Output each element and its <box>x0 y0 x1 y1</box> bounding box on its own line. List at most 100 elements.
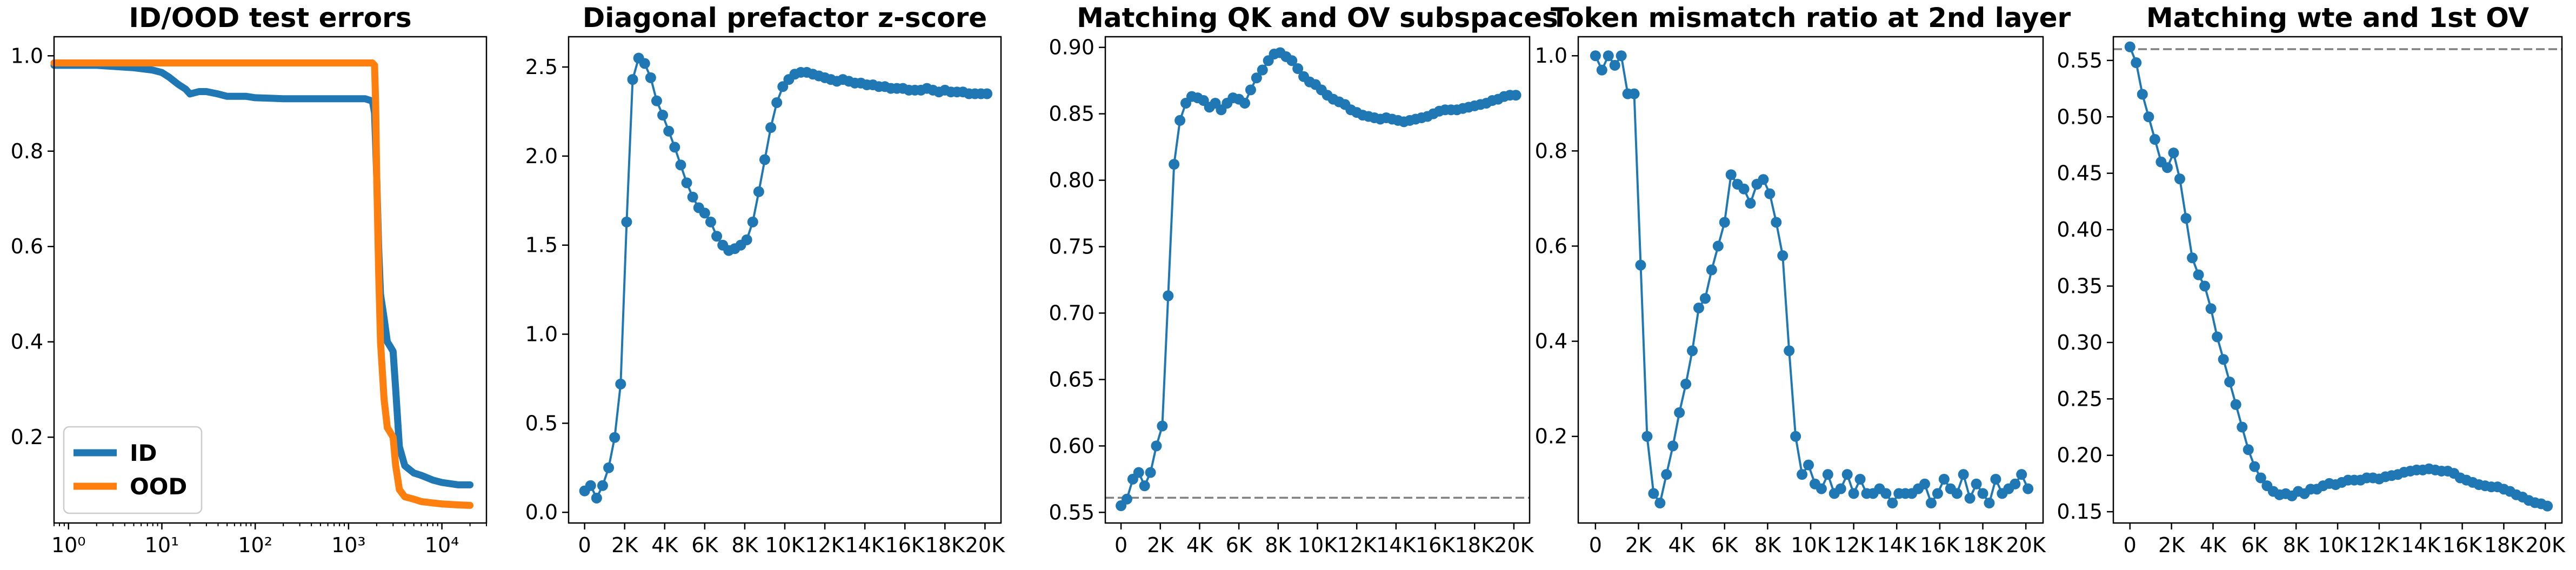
data-point <box>1590 50 1601 62</box>
data-point <box>1257 64 1268 76</box>
data-point <box>1654 498 1666 509</box>
x-tick-label: 10K <box>1298 533 1338 557</box>
data-point <box>1712 240 1724 252</box>
x-tick-label: 10³ <box>331 533 366 557</box>
y-tick-label: 0.0 <box>525 500 558 524</box>
x-tick-label: 0 <box>1589 533 1602 557</box>
x-tick-label: 0 <box>2124 533 2137 557</box>
x-tick-label: 12K <box>1834 533 1874 557</box>
y-tick-label: 0.55 <box>2057 49 2103 72</box>
data-point <box>1964 493 1976 504</box>
x-tick-label: 8K <box>2283 533 2310 557</box>
data-point <box>1764 188 1776 199</box>
data-point <box>2161 162 2173 173</box>
chart-panel-2: Diagonal prefactor z-score 0 2K 4K 6K 8K 10K 12… <box>525 2 1006 557</box>
data-point <box>663 125 675 137</box>
y-tick-label: 0.85 <box>1049 102 1095 126</box>
y-tick-label: 2.5 <box>525 55 558 79</box>
chart-panel-5: Matching wte and 1st OV 0 2K 4K 6K 8K 10K 12K 14… <box>2057 2 2566 557</box>
data-point <box>2137 89 2148 100</box>
data-point <box>597 480 608 491</box>
data-point <box>711 231 723 242</box>
series-line <box>2128 45 2549 507</box>
data-point <box>1725 169 1737 180</box>
data-point <box>1880 488 1892 499</box>
x-tick-label: 12K <box>1337 533 1377 557</box>
x-tick-label: 10⁴ <box>425 533 459 557</box>
x-tick-label: 8K <box>731 533 758 557</box>
y-tick-label: 0.70 <box>1049 301 1095 325</box>
legend-label: OOD <box>130 473 187 500</box>
y-tick-label: 0.2 <box>11 425 43 449</box>
data-point <box>1616 50 1627 62</box>
data-point <box>1777 250 1788 261</box>
data-point <box>765 122 777 133</box>
axes-frame <box>53 36 488 524</box>
y-tick-label: 0.60 <box>1049 434 1095 458</box>
y-tick-label: 0.8 <box>1535 139 1567 163</box>
legend-label: ID <box>130 440 157 466</box>
data-point <box>1984 498 1995 509</box>
data-point <box>2149 134 2160 145</box>
data-point <box>2143 111 2154 123</box>
y-tick-label: 0.35 <box>2057 274 2103 298</box>
x-tick-label: 14K <box>845 533 885 557</box>
data-point <box>1163 290 1174 301</box>
x-tick-label: 12K <box>2359 533 2399 557</box>
data-point <box>1822 469 1833 480</box>
data-point <box>1603 50 1614 62</box>
x-tick-label: 6K <box>1711 533 1738 557</box>
y-tick-label: 2.0 <box>525 144 558 168</box>
data-point <box>2010 478 2021 489</box>
data-point <box>2237 421 2248 433</box>
data-point <box>2187 252 2198 264</box>
data-point <box>2168 147 2179 159</box>
y-tick-label: 0.45 <box>2057 162 2103 185</box>
data-point <box>675 159 686 171</box>
y-tick-label: 0.20 <box>2057 444 2103 467</box>
data-point <box>1848 488 1859 499</box>
x-tick-label: 10K <box>1791 533 1831 557</box>
data-point <box>1758 174 1769 185</box>
data-point <box>1719 217 1730 228</box>
data-point <box>615 378 626 390</box>
data-point <box>753 186 764 197</box>
data-point <box>2249 461 2260 472</box>
data-point <box>2212 331 2223 343</box>
x-tick-label: 20K <box>1494 533 1534 557</box>
data-point <box>2131 57 2142 69</box>
data-point <box>1510 90 1521 101</box>
chart-title: Matching QK and OV subspaces <box>1077 2 1558 33</box>
x-tick-label: 16K <box>1416 533 1456 557</box>
series-line <box>583 57 989 499</box>
chart-panel-3: Matching QK and OV subspaces 0 2K 4K 6K 8K 10K… <box>1049 2 1558 557</box>
x-tick-label: 0 <box>1115 533 1127 557</box>
data-point <box>669 142 680 153</box>
data-point <box>2016 469 2027 480</box>
y-tick-label: 0.80 <box>1049 169 1095 192</box>
y-tick-label: 1.0 <box>525 323 558 346</box>
data-point <box>2174 173 2185 185</box>
data-point <box>1958 469 1969 480</box>
x-tick-label: 8K <box>1265 533 1292 557</box>
y-tick-label: 0.30 <box>2057 331 2103 354</box>
data-point <box>621 216 632 227</box>
chart-title: Matching wte and 1st OV <box>2146 2 2530 33</box>
data-point <box>2243 444 2254 455</box>
y-tick-label: 0.8 <box>11 139 43 163</box>
y-tick-label: 0.6 <box>1535 234 1567 258</box>
data-point <box>1641 431 1653 442</box>
data-point <box>1990 473 2001 485</box>
data-point <box>1784 345 1795 357</box>
data-point <box>2230 399 2241 410</box>
x-tick-label: 6K <box>691 533 718 557</box>
y-tick-label: 0.5 <box>525 411 558 435</box>
data-point <box>1133 467 1144 478</box>
data-point <box>1239 97 1251 109</box>
y-tick-label: 0.15 <box>2057 500 2103 524</box>
data-point <box>982 88 993 99</box>
chart-panel-4: Token mismatch ratio at 2nd layer 0 2K 4K 6K… <box>1535 2 2071 557</box>
series-ood <box>50 59 474 509</box>
axes-frame <box>2112 36 2563 524</box>
data-point <box>1251 72 1262 84</box>
